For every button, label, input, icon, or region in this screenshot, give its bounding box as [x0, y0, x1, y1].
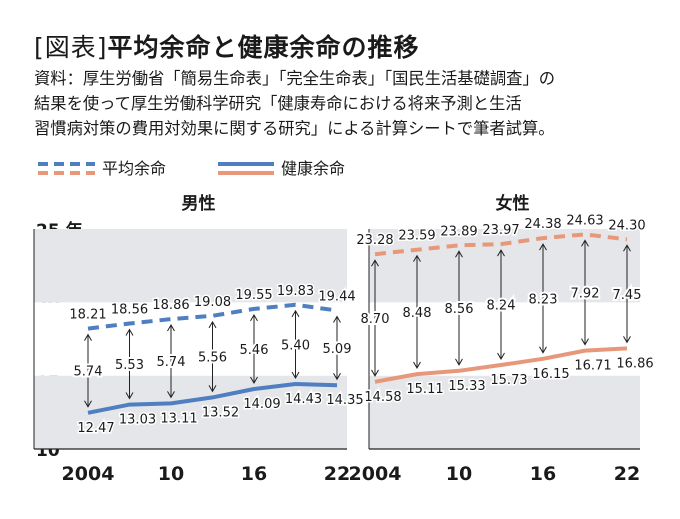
difference-value-label: 5.74	[74, 365, 103, 380]
healthy-value-label: 16.86	[616, 356, 653, 371]
arrow-head	[125, 328, 134, 336]
arrow-head	[413, 361, 421, 370]
plot-band	[369, 375, 640, 449]
avg-value-label: 18.86	[152, 298, 189, 313]
healthy-value-label: 13.03	[119, 413, 156, 428]
arrow-head	[455, 250, 463, 258]
arrow-head	[167, 391, 175, 399]
healthy-value-label: 15.73	[490, 373, 527, 388]
panel-title: 男性	[182, 193, 216, 214]
difference-value-label: 5.40	[281, 338, 310, 353]
avg-value-label: 24.38	[524, 217, 561, 232]
figure-tag: [図表]	[34, 33, 108, 62]
avg-value-label: 23.59	[398, 229, 435, 244]
x-tick-label: 2004	[349, 463, 402, 485]
arrow-head	[539, 346, 547, 354]
difference-value-label: 7.92	[571, 287, 600, 302]
healthy-value-label: 16.71	[574, 359, 611, 374]
difference-value-label: 5.56	[198, 351, 227, 366]
series-line-healthy	[374, 346, 628, 384]
difference-value-label: 8.24	[487, 299, 516, 314]
healthy-value-label: 16.15	[532, 367, 569, 382]
difference-value-label: 5.74	[157, 355, 186, 370]
avg-value-label: 19.55	[235, 288, 272, 303]
arrow-head	[623, 336, 631, 344]
legend-label-avg: 平均余命	[102, 159, 166, 178]
arrow-head	[84, 333, 92, 341]
difference-value-label: 8.23	[529, 292, 558, 307]
source-line: 結果を使って厚生労働科学研究「健康寿命における将来予測と生活	[34, 94, 522, 113]
avg-value-label: 23.97	[482, 223, 519, 238]
arrow-head	[413, 254, 421, 262]
x-tick-label: 16	[241, 463, 267, 485]
chart-title: [図表]平均余命と健康余命の推移	[34, 28, 420, 64]
arrow-head	[623, 244, 631, 252]
healthy-value-label: 14.43	[285, 392, 322, 407]
series-line-avg	[87, 302, 338, 331]
avg-value-label: 18.21	[69, 308, 106, 323]
source-line: 習慣病対策の費用対効果に関する研究」による計算シートで筆者試算。	[34, 119, 555, 138]
healthy-value-label: 14.09	[243, 397, 280, 412]
healthy-value-label: 13.11	[160, 411, 197, 426]
series-line-avg	[374, 232, 628, 257]
difference-value-label: 5.53	[115, 358, 144, 373]
avg-value-label: 24.63	[566, 213, 603, 228]
avg-value-label: 23.28	[356, 233, 393, 248]
avg-value-label: 18.56	[111, 302, 148, 317]
arrow-head	[455, 358, 463, 366]
arrow-head	[125, 392, 134, 400]
legend-label-healthy: 健康余命	[281, 159, 345, 178]
avg-value-label: 23.89	[440, 224, 477, 239]
arrow-head	[333, 315, 341, 323]
arrow-head	[539, 243, 547, 251]
x-tick-label: 10	[446, 463, 472, 485]
difference-value-label: 5.46	[240, 343, 269, 358]
arrow-head	[291, 371, 300, 380]
avg-value-label: 19.44	[318, 290, 355, 305]
difference-value-label: 8.56	[445, 302, 474, 317]
arrow-head	[497, 352, 505, 360]
arrow-head	[250, 313, 258, 322]
arrow-head	[84, 400, 92, 408]
plot-band	[369, 229, 640, 303]
arrow-head	[167, 324, 175, 332]
arrow-head	[333, 372, 341, 381]
series-line-healthy	[87, 382, 338, 415]
x-tick-label: 2004	[62, 463, 115, 485]
arrow-head	[371, 369, 379, 377]
healthy-value-label: 13.52	[202, 405, 239, 420]
x-tick-label: 22	[614, 463, 640, 485]
difference-value-label: 5.09	[323, 342, 352, 357]
arrow-head	[497, 249, 505, 257]
plot-band	[34, 229, 347, 303]
arrow-head	[250, 376, 258, 385]
x-tick-label: 16	[530, 463, 556, 485]
panel-title: 女性	[496, 193, 530, 214]
difference-value-label: 7.45	[613, 288, 642, 303]
avg-value-label: 24.30	[608, 218, 645, 233]
source-line: 資料：厚生労働省「簡易生命表」「完全生命表」「国民生活基礎調査」の	[34, 69, 555, 88]
healthy-value-label: 12.47	[77, 421, 114, 436]
difference-value-label: 8.70	[361, 312, 390, 327]
plot-band	[34, 375, 347, 449]
healthy-value-label: 15.33	[448, 379, 485, 394]
avg-value-label: 19.83	[277, 284, 314, 299]
plot-band	[34, 302, 347, 376]
arrow-head	[208, 320, 217, 329]
healthy-value-label: 15.11	[406, 382, 443, 397]
healthy-value-label: 14.35	[326, 393, 363, 408]
arrow-head	[208, 385, 217, 393]
arrow-head	[291, 309, 300, 318]
arrow-head	[581, 338, 589, 346]
x-tick-label: 10	[158, 463, 184, 485]
title-text: 平均余命と健康余命の推移	[107, 33, 420, 62]
x-tick-label: 22	[324, 463, 350, 485]
arrow-head	[581, 239, 589, 247]
healthy-value-label: 14.58	[364, 390, 401, 405]
arrow-head	[371, 259, 379, 267]
difference-value-label: 8.48	[403, 306, 432, 321]
avg-value-label: 19.08	[194, 295, 231, 310]
source-note: 資料：厚生労働省「簡易生命表」「完全生命表」「国民生活基礎調査」の 結果を使って…	[34, 66, 674, 141]
